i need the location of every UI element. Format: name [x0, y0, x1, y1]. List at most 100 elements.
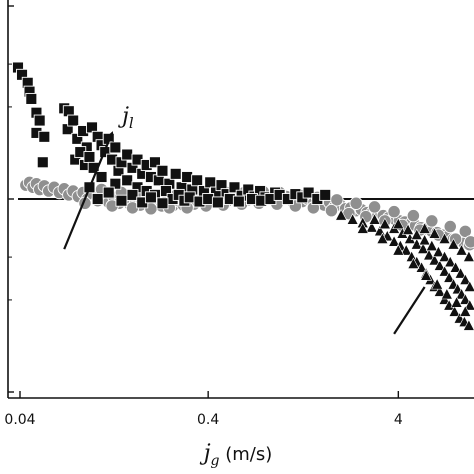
square-point [156, 197, 169, 210]
triangle-point [392, 217, 405, 230]
square-point [148, 156, 161, 169]
annotation-layer: jl [63, 104, 426, 335]
triangle-point [459, 273, 472, 285]
triangle-point [365, 221, 378, 233]
triangle-point [438, 265, 451, 277]
circle-point [443, 219, 457, 234]
square-point [67, 114, 80, 127]
triangle-point [459, 293, 472, 305]
triangle-point [447, 238, 460, 250]
triangle-point [423, 248, 436, 261]
annotation-arrow-jl [63, 131, 114, 250]
triangle-point [443, 299, 456, 311]
triangle-point [376, 232, 389, 244]
triangle-point [410, 228, 423, 240]
triangle-point [462, 250, 474, 262]
triangle-point [418, 233, 431, 246]
triangle-point [449, 261, 462, 273]
square-point [83, 151, 96, 163]
triangle-point [438, 232, 451, 244]
annotation-label-var: j [117, 104, 129, 129]
triangle-point [444, 255, 457, 268]
triangle-point [368, 213, 381, 225]
square-point [169, 167, 182, 180]
triangle-point [407, 257, 420, 269]
circle-point [367, 200, 382, 214]
square-point [204, 176, 217, 189]
circle-point [406, 208, 421, 223]
triangle-point [418, 222, 431, 234]
triangle-point [400, 244, 413, 256]
triangle-point [378, 217, 391, 230]
square-point [126, 188, 139, 201]
x-axis-title-sub: g [211, 453, 220, 469]
annotation-arrow-triangle [393, 286, 426, 335]
square-point [156, 164, 169, 177]
square-point [121, 174, 134, 187]
square-point [38, 130, 51, 143]
triangle-point [462, 319, 474, 331]
triangle-point [454, 267, 467, 279]
square-point [228, 181, 241, 194]
square-point [102, 186, 115, 199]
triangle-point [431, 277, 444, 290]
square-point [36, 156, 49, 169]
square-point [232, 195, 245, 208]
triangle-point [346, 213, 359, 225]
triangle-point [459, 305, 472, 317]
square-point [319, 188, 332, 201]
square-point [121, 148, 134, 161]
circle-point [324, 204, 339, 218]
triangle-point [417, 242, 430, 254]
square-point [115, 194, 128, 207]
triangle-point [420, 269, 433, 281]
triangle-point [433, 285, 446, 297]
square-point [109, 141, 122, 154]
annotation-label-sub: l [129, 114, 134, 132]
triangle-point [428, 227, 441, 239]
triangle-point [415, 261, 428, 273]
square-point [91, 193, 104, 205]
triangle-point [433, 259, 446, 271]
triangle-point [335, 208, 348, 221]
square-point [211, 196, 224, 209]
triangle-point [438, 250, 451, 262]
square-point [191, 174, 204, 187]
triangle-point [432, 245, 445, 258]
x-axis-title: jg (m/s) [199, 441, 273, 469]
triangle-point [388, 235, 401, 247]
ticks-layer: 0.04 0.4 4 [4, 5, 403, 428]
square-point [181, 171, 194, 183]
square-point [95, 171, 108, 183]
annotation-label-jl: jl [117, 104, 134, 132]
triangle-point [356, 222, 369, 234]
square-point [25, 92, 38, 105]
x-tick-label: 0.4 [197, 412, 219, 428]
square-point [160, 185, 172, 197]
circle-point [463, 235, 474, 249]
x-axis-title-unit: (m/s) [220, 444, 273, 465]
triangle-point [463, 280, 474, 292]
marks-layer [12, 61, 474, 331]
square-point [302, 186, 315, 199]
x-axis-title-var: j [199, 441, 211, 466]
triangle-point [450, 296, 463, 308]
circle-point [349, 196, 363, 210]
triangle-point [402, 223, 415, 235]
triangle-point [428, 253, 441, 266]
triangle-point [455, 244, 468, 256]
square-point [33, 114, 46, 127]
circle-point [425, 214, 439, 228]
triangle-point [425, 239, 438, 251]
square-point [144, 191, 157, 204]
triangle-point [448, 305, 461, 317]
x-tick-label: 0.04 [4, 412, 35, 428]
triangle-point [392, 244, 405, 256]
square-point [109, 177, 122, 190]
triangle-point [443, 271, 456, 283]
circle-point [458, 224, 472, 238]
triangle-point [440, 287, 453, 300]
circle-point [387, 204, 401, 219]
triangle-point [463, 299, 474, 311]
